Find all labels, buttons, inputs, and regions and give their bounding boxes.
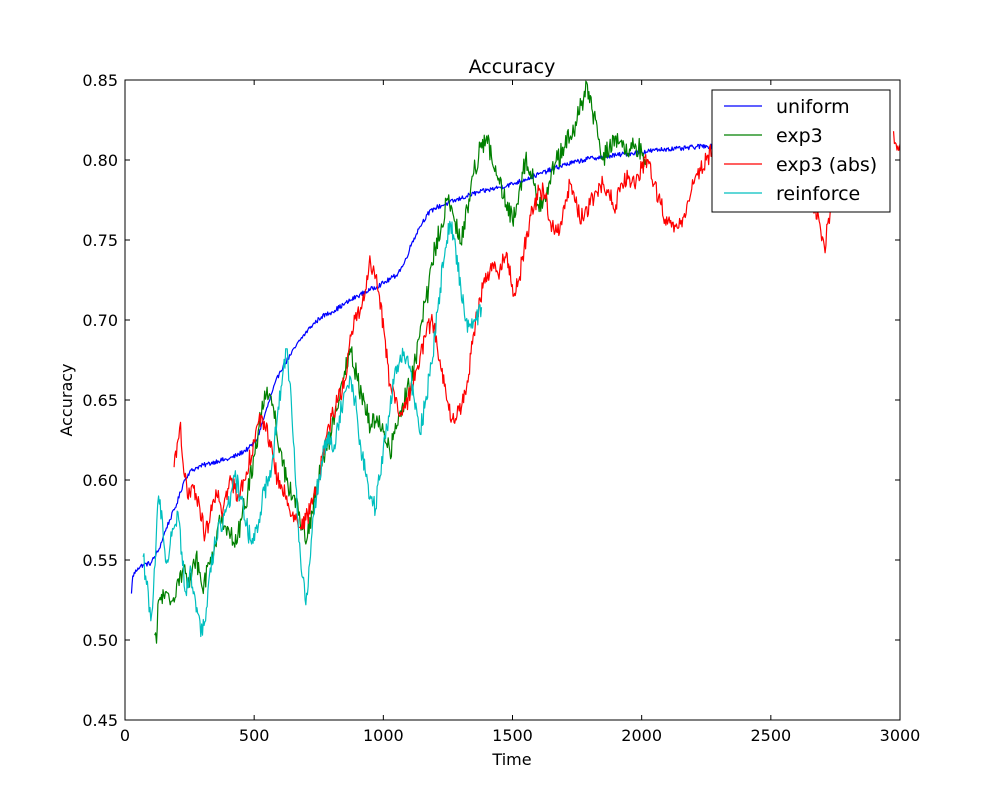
legend: uniform exp3 exp3 (abs) reinforce [711,89,891,213]
x-tick-label: 3000 [880,726,921,745]
x-tick-label: 1500 [492,726,533,745]
y-tick-label: 0.80 [82,151,118,170]
series-line-exp3 [154,80,648,644]
y-tick-label: 0.55 [82,551,118,570]
y-tick-label: 0.70 [82,311,118,330]
ticks-layer: 0 500 1000 1500 2000 2500 3000 0.45 0.50 0.55 0.60… [82,71,920,745]
legend-label: reinforce [776,183,860,205]
legend-label: uniform [776,96,850,118]
x-axis-label: Time [491,750,531,769]
y-tick-label: 0.45 [82,711,118,730]
legend-label: exp3 (abs) [776,154,877,176]
series-line-uniform [130,143,715,594]
x-tick-label: 0 [120,726,130,745]
series-line-reinforce [142,220,483,638]
chart-title: Accuracy [469,56,556,78]
y-tick-label: 0.60 [82,471,118,490]
y-axis-label: Accuracy [57,363,76,436]
x-tick-label: 2500 [750,726,791,745]
x-tick-label: 2000 [621,726,662,745]
plot-frame [124,79,901,721]
legend-label: exp3 [776,125,823,147]
legend-entries: uniform exp3 exp3 (abs) reinforce [724,96,877,205]
x-tick-label: 500 [239,726,270,745]
y-tick-label: 0.75 [82,231,118,250]
y-tick-label: 0.65 [82,391,118,410]
legend-box [711,89,891,213]
y-tick-label: 0.50 [82,631,118,650]
x-tick-label: 1000 [363,726,404,745]
series-layer [130,80,900,644]
y-tick-label: 0.85 [82,71,118,90]
